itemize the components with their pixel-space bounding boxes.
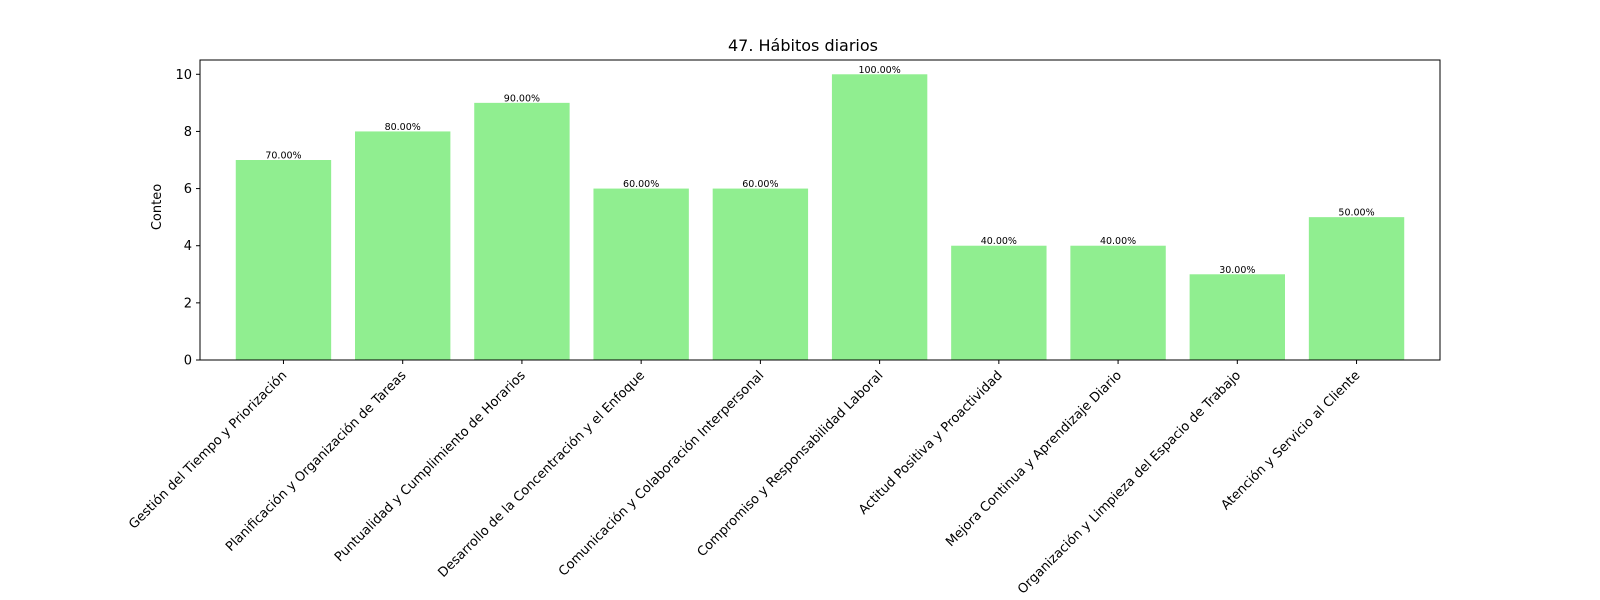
bar-labels-group: 70.00% 80.00% 90.00% 60.00% 60.00% 100.00% 40.… [265, 65, 1374, 276]
y-tick-label: 0 [184, 354, 192, 369]
chart-title: 47. Hábitos diarios [728, 36, 878, 55]
x-tick-label: Comunicación y Colaboración Interpersona… [556, 368, 767, 579]
bar [1189, 274, 1285, 360]
x-tick-label: Atención y Servicio al Cliente [1218, 368, 1363, 513]
y-axis-ticks: 0 2 4 6 8 10 [175, 68, 200, 369]
x-tick-label: Organización y Limpieza del Espacio de T… [1015, 368, 1244, 597]
bar [831, 74, 928, 361]
bars-group [235, 74, 1405, 361]
bar [235, 160, 332, 360]
x-tick-label: Desarrollo de la Concentración y el Enfo… [436, 368, 648, 580]
bar [1070, 245, 1166, 360]
bar-data-label: 40.00% [1100, 236, 1136, 247]
bar [712, 188, 809, 360]
x-tick-label: Compromiso y Responsabilidad Laboral [695, 368, 887, 560]
y-axis-label: Conteo [150, 184, 165, 230]
bar-data-label: 30.00% [1219, 265, 1255, 276]
bar [1308, 217, 1405, 360]
plot-area-frame [199, 59, 1441, 361]
bar-data-label: 50.00% [1338, 208, 1374, 219]
bar-data-label: 60.00% [623, 179, 659, 190]
bar-data-label: 90.00% [504, 93, 540, 104]
x-tick-label: Puntualidad y Cumplimiento de Horarios [332, 368, 529, 565]
bar-data-label: 80.00% [385, 122, 421, 133]
bar [593, 188, 689, 360]
y-tick-label: 2 [184, 296, 192, 311]
x-axis-ticks: Gestión del Tiempo y PriorizaciónPlanifi… [126, 360, 1363, 597]
bar-data-label: 40.00% [981, 236, 1017, 247]
bar [474, 102, 570, 360]
bar [951, 245, 1047, 360]
x-tick-label: Actitud Positiva y Proactividad [856, 368, 1006, 518]
y-tick-label: 8 [184, 125, 192, 140]
bar-data-label: 60.00% [742, 179, 778, 190]
bar-data-label: 100.00% [858, 65, 900, 76]
y-tick-label: 4 [184, 239, 192, 254]
y-tick-label: 10 [175, 68, 192, 83]
bar-data-label: 70.00% [265, 151, 301, 162]
bar [355, 131, 451, 360]
y-tick-label: 6 [184, 182, 192, 197]
